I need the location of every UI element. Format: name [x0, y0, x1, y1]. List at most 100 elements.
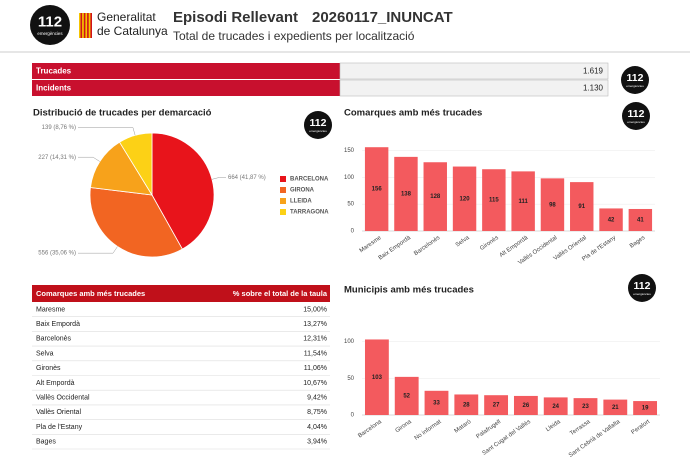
table-cell: 3,94% — [307, 439, 327, 446]
header-subtitle: Total de trucades i expedients per local… — [173, 29, 415, 43]
kpi-value-cell — [339, 79, 609, 97]
table-cell: 8,75% — [307, 409, 327, 416]
data-label: 111 — [518, 199, 528, 205]
kpi-label: Incidents — [36, 84, 72, 93]
bar — [364, 339, 389, 415]
logo-text: emergències — [626, 84, 644, 88]
table-cell: Vallès Oriental — [36, 409, 81, 416]
table-cell: Alt Empordà — [36, 380, 75, 387]
table-cell: Pla de l'Estany — [36, 424, 83, 431]
legend-label: GIRONA — [290, 188, 315, 194]
table-cell: 4,04% — [307, 424, 327, 431]
table-cell: Maresme — [36, 306, 65, 313]
bar — [603, 399, 628, 415]
logo-number: 112 — [628, 108, 645, 120]
data-label: 27 — [493, 403, 500, 409]
bar — [482, 169, 506, 231]
kpi-label: Trucades — [36, 67, 72, 76]
kpi-value-cell — [339, 62, 609, 80]
logo-number: 112 — [310, 117, 327, 129]
table-cell: Vallès Occidental — [36, 395, 90, 402]
table-cell: 10,67% — [303, 380, 327, 387]
data-label: 52 — [403, 394, 410, 400]
leader-line — [78, 156, 100, 162]
bar — [543, 397, 568, 415]
leader-line — [211, 177, 226, 180]
table-cell: 9,42% — [307, 395, 327, 402]
data-label: 103 — [372, 375, 383, 381]
header-code: 20260117_INUNCAT — [312, 9, 453, 26]
kpi-label-cell — [32, 63, 340, 79]
data-label: 138 — [401, 192, 412, 198]
table-cell: 15,00% — [303, 306, 327, 313]
legend-swatch — [280, 198, 286, 204]
table-column-header: Comarques amb més trucades — [36, 289, 145, 298]
y-tick-label: 100 — [344, 339, 355, 345]
data-label: 98 — [549, 202, 556, 208]
table-cell: Gironès — [36, 365, 61, 372]
data-label: 41 — [637, 218, 644, 224]
data-label: 28 — [463, 402, 470, 408]
logo-circle — [622, 102, 650, 130]
chart-title: Distribució de trucades per demarcació — [33, 108, 212, 119]
emblem — [79, 13, 92, 38]
bar — [511, 171, 535, 231]
table-cell: 12,31% — [303, 336, 327, 343]
data-label: 128 — [430, 194, 441, 200]
logo-circle — [628, 274, 656, 302]
y-tick-label: 50 — [347, 202, 354, 208]
org-name: Generalitat — [97, 10, 156, 24]
logo-text: emergències — [37, 31, 63, 36]
table-header — [32, 285, 330, 302]
legend-label: BARCELONA — [290, 177, 329, 183]
legend-label: LLEIDA — [290, 199, 312, 205]
legend-swatch — [280, 209, 286, 215]
bar — [628, 208, 653, 231]
y-tick-label: 0 — [351, 413, 355, 419]
bar — [394, 156, 418, 231]
data-label: 24 — [552, 404, 559, 410]
chart-title: Comarques amb més trucades — [344, 108, 482, 119]
kpi-value: 1.130 — [583, 84, 604, 93]
header-title: Episodi Rellevant — [173, 9, 298, 26]
legend-swatch — [280, 187, 286, 193]
bar — [513, 395, 538, 415]
logo-text: emergències — [309, 129, 327, 133]
logo-text: emergències — [627, 120, 645, 124]
data-label: 42 — [608, 217, 615, 223]
bar — [424, 390, 449, 415]
table-cell: 11,54% — [304, 350, 327, 357]
data-label: 156 — [372, 187, 383, 193]
data-label: 664 (41,87 %) — [228, 175, 266, 181]
data-label: 19 — [642, 406, 649, 412]
table-cell: 11,06% — [304, 365, 327, 372]
data-label: 21 — [612, 405, 619, 411]
y-tick-label: 100 — [344, 175, 355, 181]
data-label: 26 — [523, 403, 530, 409]
data-label: 556 (35,06 %) — [38, 251, 76, 257]
pie-slice — [89, 187, 183, 258]
bar — [454, 394, 479, 415]
table-cell: Selva — [36, 350, 54, 357]
data-label: 115 — [489, 198, 499, 204]
logo-circle — [304, 111, 332, 139]
pie-slice — [90, 141, 153, 196]
table-cell: Barcelonès — [36, 336, 72, 343]
logo-number: 112 — [634, 280, 651, 292]
y-tick-label: 150 — [344, 148, 355, 154]
chart-title: Municipis amb més trucades — [344, 285, 474, 296]
bar — [570, 182, 594, 231]
bar — [394, 376, 419, 415]
data-label: 33 — [433, 400, 440, 406]
logo-number: 112 — [38, 14, 62, 31]
data-label: 120 — [460, 196, 471, 202]
leader-line — [78, 246, 118, 254]
org-name: de Catalunya — [97, 24, 168, 38]
logo-text: emergències — [633, 292, 651, 296]
leader-line — [78, 127, 136, 136]
bar — [599, 208, 623, 231]
table-cell: Bages — [36, 439, 56, 446]
bar — [423, 162, 447, 231]
logo-circle — [30, 5, 70, 45]
